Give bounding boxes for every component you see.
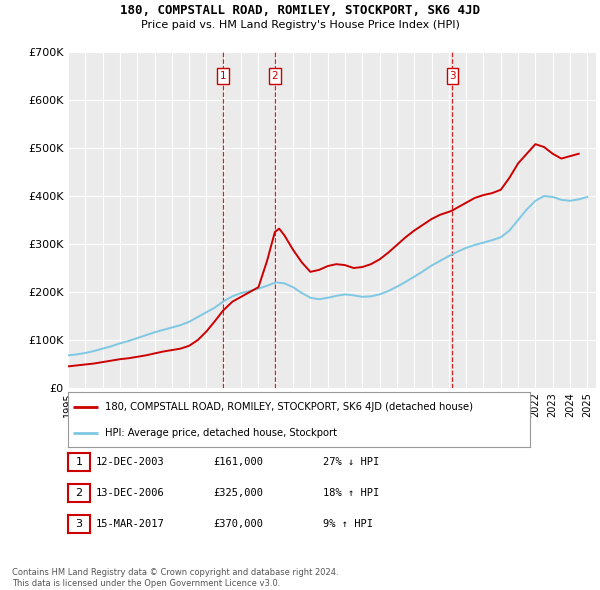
Text: 27% ↓ HPI: 27% ↓ HPI — [323, 457, 379, 467]
Text: 2: 2 — [272, 71, 278, 81]
Text: Contains HM Land Registry data © Crown copyright and database right 2024.: Contains HM Land Registry data © Crown c… — [12, 568, 338, 577]
Text: HPI: Average price, detached house, Stockport: HPI: Average price, detached house, Stoc… — [105, 428, 337, 438]
Text: 9% ↑ HPI: 9% ↑ HPI — [323, 519, 373, 529]
Text: 15-MAR-2017: 15-MAR-2017 — [96, 519, 165, 529]
Text: 12-DEC-2003: 12-DEC-2003 — [96, 457, 165, 467]
Text: 1: 1 — [76, 457, 83, 467]
Text: This data is licensed under the Open Government Licence v3.0.: This data is licensed under the Open Gov… — [12, 579, 280, 588]
Text: £325,000: £325,000 — [213, 488, 263, 498]
Text: 180, COMPSTALL ROAD, ROMILEY, STOCKPORT, SK6 4JD (detached house): 180, COMPSTALL ROAD, ROMILEY, STOCKPORT,… — [105, 402, 473, 412]
Text: Price paid vs. HM Land Registry's House Price Index (HPI): Price paid vs. HM Land Registry's House … — [140, 20, 460, 30]
Text: 13-DEC-2006: 13-DEC-2006 — [96, 488, 165, 498]
Text: 18% ↑ HPI: 18% ↑ HPI — [323, 488, 379, 498]
Text: £370,000: £370,000 — [213, 519, 263, 529]
Text: £161,000: £161,000 — [213, 457, 263, 467]
Text: 3: 3 — [76, 519, 83, 529]
Text: 180, COMPSTALL ROAD, ROMILEY, STOCKPORT, SK6 4JD: 180, COMPSTALL ROAD, ROMILEY, STOCKPORT,… — [120, 4, 480, 17]
Text: 1: 1 — [220, 71, 226, 81]
Text: 3: 3 — [449, 71, 456, 81]
Text: 2: 2 — [76, 488, 83, 498]
